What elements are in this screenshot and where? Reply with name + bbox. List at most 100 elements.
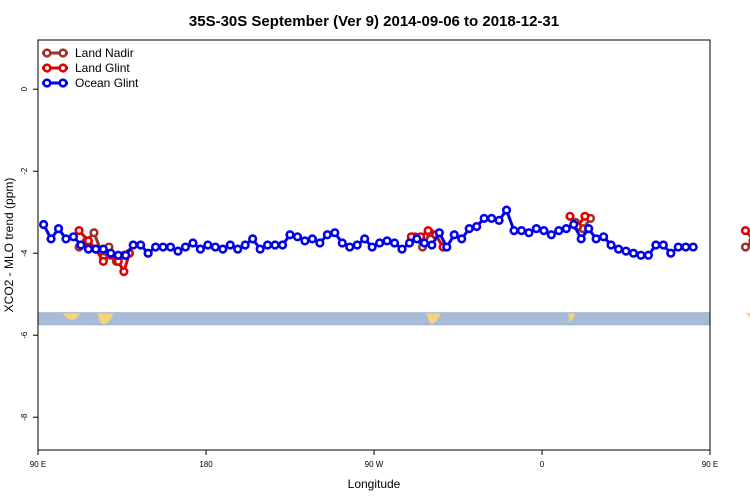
legend-swatch-marker [42, 48, 52, 58]
data-point [180, 242, 191, 252]
data-point [300, 236, 310, 246]
data-point [516, 226, 527, 236]
data-point [143, 248, 153, 258]
data-point [91, 244, 101, 254]
data-point [210, 242, 220, 252]
x-tick-label: 180 [199, 460, 213, 469]
legend-item: Ocean Glint [42, 76, 139, 90]
data-point [524, 228, 534, 238]
data-point [531, 224, 542, 234]
data-point [240, 240, 250, 250]
data-point [106, 248, 116, 258]
data-point [472, 221, 482, 232]
land-blob [568, 312, 576, 322]
data-point [330, 228, 340, 238]
data-point [53, 224, 64, 234]
data-point [554, 226, 564, 236]
data-point [83, 244, 93, 254]
data-point [119, 267, 129, 277]
legend-swatch-marker [42, 63, 52, 73]
data-point [89, 228, 99, 238]
x-axis-label: Longitude [348, 477, 401, 491]
data-point [673, 242, 683, 252]
data-point [76, 240, 86, 250]
data-point [165, 242, 176, 252]
data-point [606, 240, 616, 250]
data-point [628, 248, 639, 258]
data-point [61, 234, 71, 244]
y-tick-label: -8 [20, 413, 29, 421]
data-point [464, 224, 474, 234]
data-point [509, 226, 519, 236]
data-point [46, 234, 56, 244]
data-point [382, 236, 392, 246]
data-point [151, 242, 161, 252]
data-point [740, 242, 750, 252]
data-point [38, 219, 49, 230]
land-blob [745, 312, 750, 318]
series-layer [38, 205, 750, 277]
data-point [636, 250, 646, 260]
chart-title: 35S-30S September (Ver 9) 2014-09-06 to … [189, 13, 559, 30]
data-point [412, 234, 422, 244]
data-point [576, 234, 586, 244]
land-strip [38, 312, 750, 326]
data-point [128, 240, 138, 250]
legend-swatch-marker [58, 78, 68, 88]
data-point [487, 213, 497, 223]
legend-item: Land Glint [42, 61, 130, 75]
data-point [158, 242, 168, 252]
data-point [248, 234, 258, 244]
data-point [449, 230, 459, 240]
data-point [367, 242, 377, 252]
legend-swatch-marker [58, 48, 68, 58]
data-point [263, 240, 273, 250]
data-point [173, 246, 183, 256]
data-point [434, 228, 444, 238]
data-point [375, 238, 385, 248]
data-point [113, 250, 123, 260]
data-point [442, 242, 452, 252]
legend-swatch-marker [42, 78, 52, 88]
ocean-band [38, 312, 710, 325]
data-point [688, 242, 698, 252]
x-tick-label: 90 W [365, 460, 384, 469]
data-point [479, 213, 489, 223]
data-point [658, 240, 668, 250]
y-axis: 0 -2 -4 -6 -8 [20, 86, 38, 421]
data-point [427, 240, 437, 250]
data-point [337, 238, 347, 248]
legend-swatch-marker [58, 63, 68, 73]
data-point [423, 226, 433, 236]
y-tick-label: -2 [20, 167, 29, 175]
data-point [565, 211, 575, 221]
x-tick-label: 0 [540, 460, 545, 469]
data-point [740, 226, 750, 236]
data-point [419, 238, 430, 248]
data-point [569, 219, 579, 230]
data-point [352, 240, 362, 250]
data-point [285, 230, 295, 240]
land-blob [62, 312, 81, 320]
series-ocean-glint [38, 205, 698, 260]
data-point [121, 250, 131, 260]
data-point [404, 238, 415, 248]
data-point [539, 226, 549, 236]
data-point [292, 232, 303, 242]
y-tick-label: -4 [20, 249, 29, 257]
data-point [389, 238, 400, 248]
data-point [666, 248, 676, 258]
data-point [74, 226, 84, 236]
data-point [598, 232, 609, 242]
data-point [68, 232, 79, 242]
x-tick-label: 90 E [702, 460, 718, 469]
data-point [561, 224, 571, 234]
data-point [584, 224, 594, 234]
data-point [277, 240, 288, 250]
y-axis-label: XCO2 - MLO trend (ppm) [2, 178, 16, 313]
data-point [621, 246, 631, 256]
data-point [98, 244, 108, 254]
data-point [643, 250, 654, 260]
